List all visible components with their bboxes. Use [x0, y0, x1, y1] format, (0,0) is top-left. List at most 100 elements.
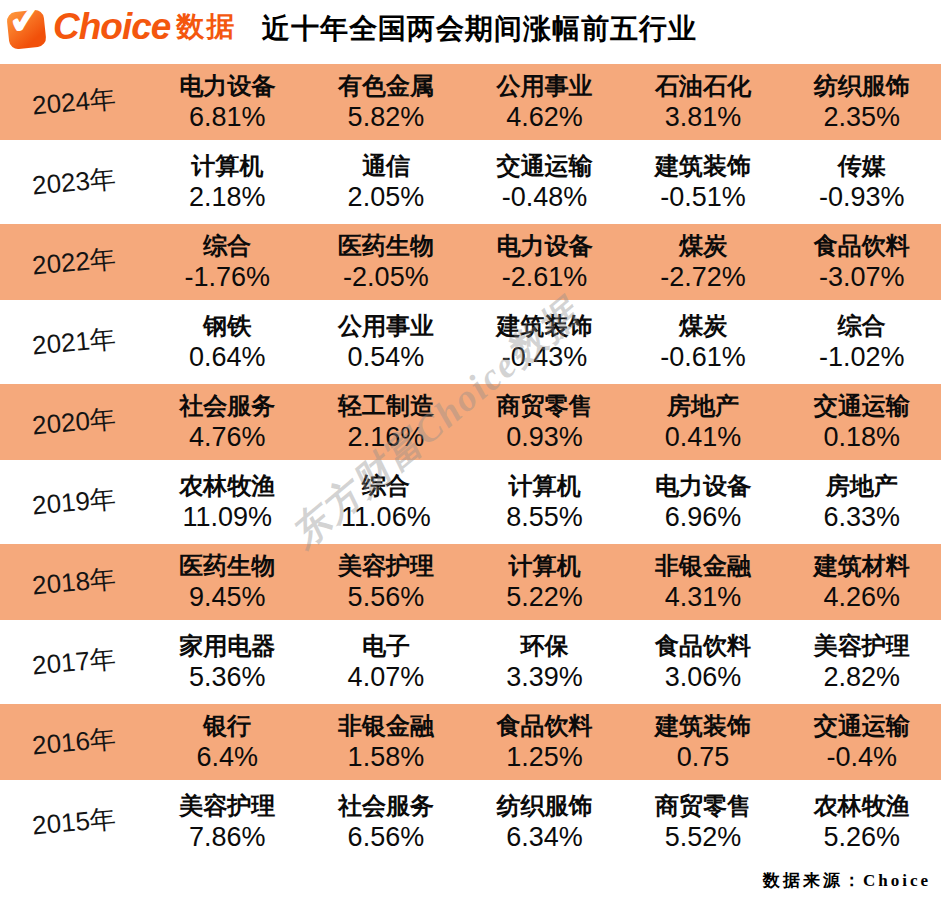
industry-cell: 电力设备6.81% [148, 73, 307, 132]
table-row: 2022年综合-1.76%医药生物-2.05%电力设备-2.61%煤炭-2.72… [0, 222, 941, 302]
industry-change: 3.06% [665, 663, 742, 691]
industry-change: 7.86% [189, 823, 266, 851]
table-row: 2017年家用电器5.36%电子4.07%环保3.39%食品饮料3.06%美容护… [0, 622, 941, 702]
industry-change: 6.56% [348, 823, 425, 851]
industry-cell: 建筑装饰-0.51% [624, 153, 783, 212]
page-title: 近十年全国两会期间涨幅前五行业 [262, 10, 697, 48]
industry-name: 非银金融 [655, 553, 751, 579]
industry-cell: 商贸零售 5.52% [624, 793, 783, 852]
industry-name: 纺织服饰 [814, 73, 910, 99]
industry-change: 1.25% [506, 743, 583, 771]
year-label: 2022年 [0, 238, 149, 286]
industry-cell: 交通运输 -0.4% [782, 713, 941, 772]
industry-cell: 传媒 -0.93% [782, 153, 941, 212]
year-label: 2015年 [0, 798, 149, 846]
industry-name: 公用事业 [496, 73, 592, 99]
industry-cell: 房地产 6.33% [782, 473, 941, 532]
choice-logo: ✔ Choice 数据 [8, 6, 236, 48]
industry-cell: 公用事业0.54% [307, 313, 466, 372]
industry-cell: 环保3.39% [465, 633, 624, 692]
industry-name: 钢铁 [203, 313, 251, 339]
industry-name: 建筑材料 [814, 553, 910, 579]
industry-name: 通信 [362, 153, 410, 179]
industry-change: 9.45% [189, 583, 266, 611]
industry-change: -0.4% [826, 743, 897, 771]
table-row: 2015年美容护理7.86%社会服务6.56%纺织服饰6.34%商贸零售5.52… [0, 782, 941, 862]
industry-cell: 医药生物9.45% [148, 553, 307, 612]
industry-cell: 综合11.06% [307, 473, 466, 532]
industry-cell: 纺织服饰6.34% [465, 793, 624, 852]
industry-cell: 计算机2.18% [148, 153, 307, 212]
industry-change: 5.52% [665, 823, 742, 851]
industry-name: 医药生物 [338, 233, 434, 259]
year-label: 2016年 [0, 718, 149, 766]
industry-change: 11.09% [183, 503, 273, 531]
industry-cell: 煤炭-0.61% [624, 313, 783, 372]
industry-cell: 食品饮料3.06% [624, 633, 783, 692]
industry-cell: 交通运输 -0.48% [465, 153, 624, 212]
header: ✔ Choice 数据 近十年全国两会期间涨幅前五行业 [0, 0, 941, 62]
industry-cell: 医药生物-2.05% [307, 233, 466, 292]
industry-cell: 煤炭-2.72% [624, 233, 783, 292]
industry-cell: 石油石化3.81% [624, 73, 783, 132]
industry-change: -0.51% [660, 183, 746, 211]
industry-change: 0.93% [506, 423, 583, 451]
industry-change: 1.58% [348, 743, 425, 771]
year-label: 2024年 [0, 78, 149, 126]
data-source: 数据来源：Choice [763, 869, 931, 892]
industry-name: 社会服务 [338, 793, 434, 819]
industry-change: -0.93% [819, 183, 905, 211]
industry-cell: 农林牧渔5.26% [782, 793, 941, 852]
industry-cell: 非银金融 4.31% [624, 553, 783, 612]
industry-name: 综合 [362, 473, 410, 499]
industry-change: 0.54% [348, 343, 425, 371]
industry-change: 6.81% [189, 103, 266, 131]
industry-cell: 电子 4.07% [307, 633, 466, 692]
industry-table: 2024年电力设备6.81%有色金属5.82%公用事业4.62%石油石化3.81… [0, 62, 941, 862]
industry-name: 食品饮料 [496, 713, 592, 739]
industry-name: 电力设备 [496, 233, 592, 259]
year-label: 2023年 [0, 158, 149, 206]
industry-cell: 社会服务 6.56% [307, 793, 466, 852]
industry-name: 轻工制造 [338, 393, 434, 419]
industry-name: 家用电器 [179, 633, 275, 659]
industry-cell: 公用事业 4.62% [465, 73, 624, 132]
industry-change: -0.43% [502, 343, 588, 371]
industry-change: 4.31% [665, 583, 742, 611]
industry-change: -0.48% [502, 183, 588, 211]
industry-name: 电子 [362, 633, 410, 659]
industry-name: 传媒 [838, 153, 886, 179]
industry-name: 美容护理 [814, 633, 910, 659]
industry-name: 社会服务 [179, 393, 275, 419]
industry-change: -3.07% [819, 263, 905, 291]
industry-cell: 美容护理5.56% [307, 553, 466, 612]
industry-name: 交通运输 [814, 713, 910, 739]
industry-name: 电力设备 [655, 473, 751, 499]
industry-name: 商贸零售 [655, 793, 751, 819]
year-label: 2019年 [0, 478, 149, 526]
industry-name: 综合 [203, 233, 251, 259]
industry-change: 4.62% [506, 103, 583, 131]
industry-name: 交通运输 [814, 393, 910, 419]
industry-cell: 通信2.05% [307, 153, 466, 212]
industry-change: -2.72% [660, 263, 746, 291]
industry-cell: 家用电器5.36% [148, 633, 307, 692]
industry-cell: 电力设备-2.61% [465, 233, 624, 292]
industry-change: 5.22% [506, 583, 583, 611]
industry-change: 2.82% [823, 663, 900, 691]
industry-cell: 社会服务4.76% [148, 393, 307, 452]
industry-change: 6.33% [823, 503, 900, 531]
year-label: 2020年 [0, 398, 149, 446]
industry-change: 0.18% [823, 423, 900, 451]
industry-name: 商贸零售 [496, 393, 592, 419]
industry-name: 房地产 [826, 473, 898, 499]
industry-name: 综合 [838, 313, 886, 339]
industry-change: 2.16% [348, 423, 425, 451]
industry-cell: 非银金融1.58% [307, 713, 466, 772]
industry-cell: 食品饮料-3.07% [782, 233, 941, 292]
industry-name: 房地产 [667, 393, 739, 419]
industry-change: 4.07% [348, 663, 425, 691]
industry-name: 交通运输 [496, 153, 592, 179]
industry-change: 3.81% [665, 103, 742, 131]
industry-cell: 轻工制造 2.16% [307, 393, 466, 452]
